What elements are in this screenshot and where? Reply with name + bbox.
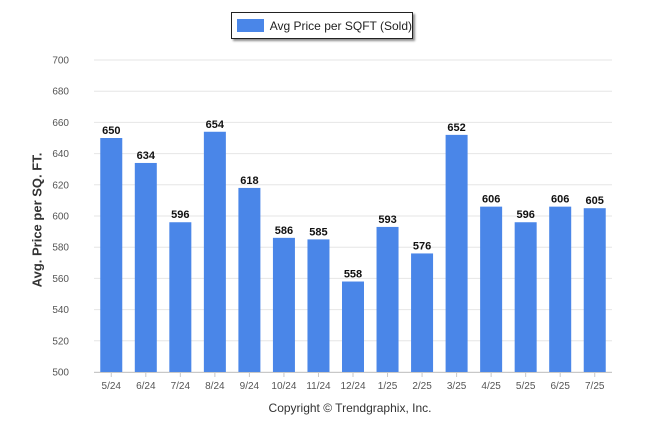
bar (307, 239, 330, 372)
chart-legend: Avg Price per SQFT (Sold) (231, 12, 413, 39)
x-tick-label: 5/24 (102, 381, 122, 392)
y-tick-label: 600 (52, 212, 69, 223)
y-tick-label: 620 (52, 180, 69, 191)
y-tick-label: 540 (52, 305, 69, 316)
data-label: 606 (551, 194, 569, 206)
x-tick-label: 6/24 (136, 381, 156, 392)
data-label: 586 (275, 225, 293, 237)
data-label: 618 (240, 175, 258, 187)
data-label: 593 (378, 214, 396, 226)
bar (480, 206, 503, 372)
data-label: 606 (482, 194, 500, 206)
bar (134, 162, 157, 372)
legend-label: Avg Price per SQFT (Sold) (269, 18, 412, 33)
x-tick-label: 10/24 (271, 381, 296, 392)
x-tick-label: 8/24 (205, 381, 225, 392)
legend-swatch (237, 19, 264, 32)
data-label: 585 (309, 226, 327, 238)
bar (549, 206, 572, 372)
x-tick-label: 3/25 (447, 381, 467, 392)
bar (411, 253, 434, 372)
bar (445, 134, 468, 372)
bar (514, 222, 537, 372)
bar (342, 281, 364, 372)
x-tick-label: 1/25 (378, 381, 398, 392)
copyright-footer: Copyright © Trendgraphix, Inc. (268, 401, 432, 415)
x-tick-label: 6/25 (550, 381, 570, 392)
bar (238, 187, 261, 372)
bar (169, 222, 192, 372)
x-tick-label: 7/24 (171, 381, 191, 392)
y-axis-title: Avg. Price per SQ. FT. (29, 152, 45, 288)
y-tick-label: 640 (52, 149, 69, 160)
data-label: 605 (586, 195, 604, 207)
x-tick-label: 9/24 (240, 381, 260, 392)
y-tick-label: 500 (52, 368, 69, 379)
data-label: 558 (344, 269, 362, 281)
bar (203, 131, 226, 372)
data-label: 596 (516, 209, 534, 221)
y-tick-label: 680 (52, 87, 69, 98)
bar (272, 237, 295, 372)
x-tick-label: 12/24 (340, 381, 365, 392)
x-tick-label: 5/25 (516, 381, 536, 392)
y-tick-label: 560 (52, 274, 69, 285)
data-label: 634 (137, 150, 156, 162)
y-tick-label: 660 (52, 118, 69, 129)
bar (583, 208, 606, 372)
bar (376, 226, 399, 372)
x-tick-label: 4/25 (481, 381, 501, 392)
data-label: 654 (206, 119, 225, 131)
y-tick-label: 700 (52, 56, 69, 67)
x-tick-label: 7/25 (585, 381, 605, 392)
data-label: 652 (447, 122, 465, 134)
x-tick-label: 2/25 (412, 381, 432, 392)
data-label: 576 (413, 240, 431, 252)
y-tick-label: 520 (52, 336, 69, 347)
bar (100, 138, 123, 372)
data-label: 596 (171, 209, 189, 221)
data-label: 650 (102, 125, 120, 137)
y-tick-label: 580 (52, 243, 69, 254)
x-tick-label: 11/24 (306, 381, 331, 392)
